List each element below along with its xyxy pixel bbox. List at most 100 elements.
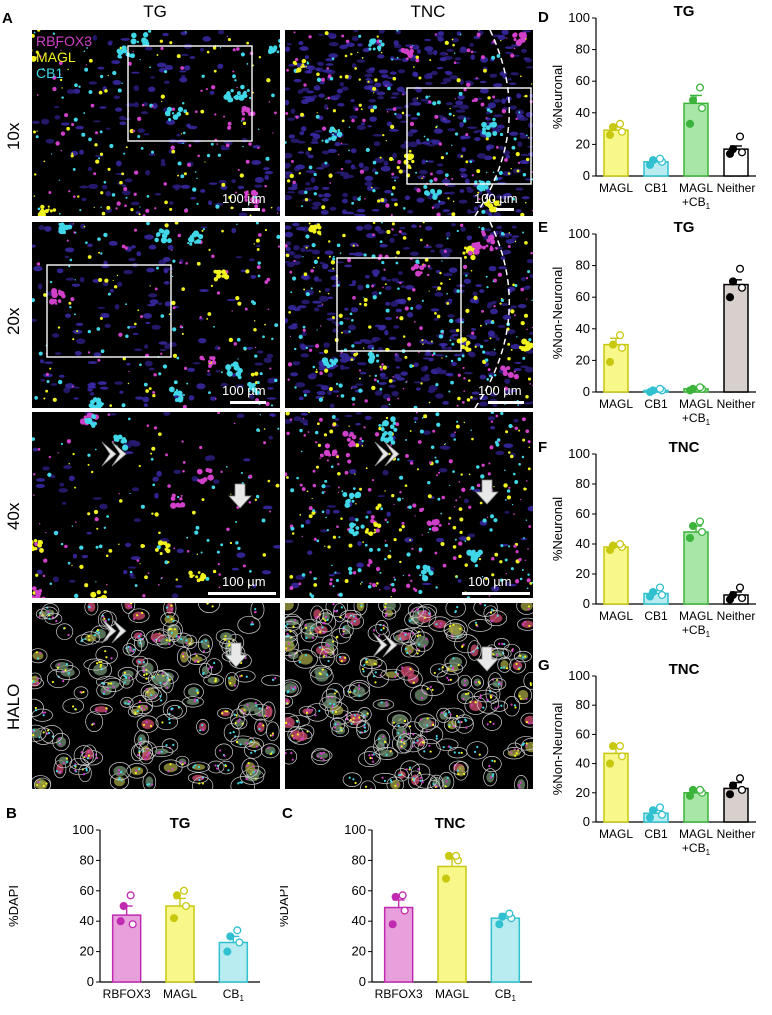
cell-puncta [170, 618, 173, 621]
cell-outline [78, 763, 92, 783]
nucleus [154, 192, 162, 196]
cell-puncta [525, 697, 528, 700]
puncta [212, 46, 217, 50]
nucleus [305, 170, 315, 173]
puncta [257, 233, 262, 237]
puncta [421, 534, 423, 536]
cell-puncta [462, 643, 465, 646]
cell-puncta [38, 615, 41, 618]
cell-fill [314, 625, 328, 635]
cell-puncta [345, 615, 348, 619]
puncta [386, 110, 389, 113]
puncta [69, 258, 73, 262]
cell-puncta [287, 690, 290, 693]
arrow-marker [224, 642, 248, 668]
zoom-box [406, 87, 532, 185]
puncta [294, 386, 297, 389]
cluster-dot [292, 60, 297, 65]
cell-outline [414, 773, 438, 789]
nucleus [349, 115, 358, 120]
nucleus [103, 260, 108, 265]
nucleus [433, 317, 439, 321]
cell-puncta [42, 714, 45, 717]
puncta [108, 548, 113, 553]
nucleus [353, 252, 364, 257]
cell-puncta [59, 743, 62, 746]
nucleus [207, 200, 213, 206]
cell-puncta [489, 696, 493, 699]
cell-puncta [408, 725, 412, 728]
puncta [379, 156, 382, 159]
puncta [365, 147, 370, 153]
row-label-10x: 10x [4, 122, 23, 150]
puncta [324, 479, 328, 483]
nucleus [318, 93, 325, 98]
nucleus [391, 390, 399, 397]
puncta [488, 594, 491, 597]
puncta [218, 347, 220, 350]
cell-puncta [408, 768, 411, 771]
puncta [289, 270, 293, 274]
puncta [225, 466, 228, 468]
puncta [172, 327, 177, 332]
puncta [505, 499, 507, 501]
puncta [397, 497, 402, 502]
nucleus [71, 283, 81, 287]
puncta [305, 234, 310, 239]
cluster-dot [300, 65, 303, 69]
cluster-dot [405, 57, 409, 61]
puncta [261, 518, 266, 523]
puncta [329, 582, 333, 586]
puncta [332, 255, 335, 258]
cluster-dot [423, 263, 427, 268]
cell-puncta [425, 638, 428, 641]
puncta [425, 95, 429, 99]
puncta [125, 146, 128, 149]
nucleus [90, 392, 95, 396]
puncta [435, 459, 439, 464]
nucleus [350, 99, 355, 103]
y-tick-label: 20 [576, 352, 590, 367]
puncta [390, 192, 394, 196]
puncta [453, 52, 456, 54]
data-point [735, 264, 745, 273]
y-tick-label: 60 [352, 883, 366, 898]
puncta [492, 117, 496, 122]
cell-puncta [262, 724, 265, 727]
nucleus [87, 383, 96, 387]
cluster-dot [408, 153, 415, 160]
puncta [402, 574, 404, 577]
nucleus [56, 268, 64, 274]
cell-puncta [389, 779, 392, 782]
nucleus [326, 505, 337, 508]
cell-fill [507, 749, 521, 757]
nucleus [151, 103, 158, 109]
puncta [215, 398, 217, 400]
data-point [695, 83, 705, 92]
cluster-dot [409, 45, 413, 49]
nucleus [314, 67, 321, 72]
data-point [233, 926, 242, 935]
puncta [57, 379, 63, 385]
cell-puncta [333, 703, 336, 706]
cell-puncta [127, 605, 131, 608]
puncta [521, 455, 525, 459]
nucleus [440, 81, 448, 85]
puncta [405, 583, 411, 588]
cell-outline [285, 713, 300, 733]
puncta [152, 393, 156, 398]
nucleus [445, 231, 451, 238]
puncta [55, 141, 60, 146]
nucleus [54, 105, 60, 108]
nucleus [457, 579, 462, 583]
nucleus [389, 71, 397, 75]
puncta [396, 316, 399, 319]
nucleus [391, 277, 400, 282]
puncta [418, 262, 420, 265]
cell-puncta [363, 726, 367, 729]
nucleus [427, 50, 434, 55]
y-tick-label: 100 [568, 446, 590, 461]
puncta [169, 41, 173, 45]
puncta [311, 243, 316, 248]
cluster-dot [349, 522, 355, 529]
